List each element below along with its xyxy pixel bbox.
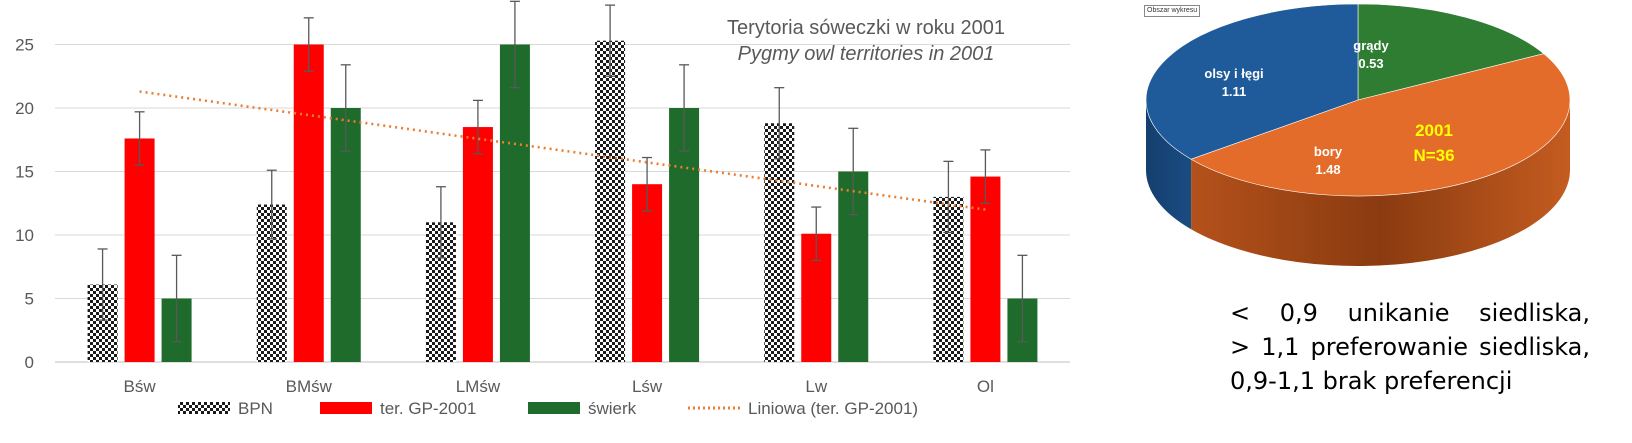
y-tick-labels: 0 5 10 15 20 25 (15, 36, 34, 373)
bar-gp2001 (462, 127, 493, 362)
pie-center-count: N=36 (1413, 146, 1454, 165)
y-tick-label: 25 (15, 36, 34, 55)
error-bar (97, 248, 108, 321)
pie-value-olsy: 1.11 (1222, 84, 1247, 99)
error-bar (811, 206, 822, 262)
category-label: BMśw (286, 377, 333, 396)
gridlines (55, 44, 1070, 363)
legend-label-gp2001: ter. GP-2001 (380, 399, 476, 418)
error-bar (303, 17, 314, 72)
pie-value-grady: 0.53 (1358, 56, 1383, 71)
pie-center-year: 2001 (1415, 121, 1453, 140)
bar-bpn (595, 40, 626, 362)
error-bar (642, 156, 653, 212)
legend-label-bpn: BPN (238, 399, 273, 418)
chart-title: Terytoria sóweczki w roku 2001 (727, 17, 1005, 39)
pie-slice-olsy (1145, 3, 1359, 160)
trendline (139, 90, 986, 211)
error-bar (171, 254, 182, 343)
legend-swatch-gp2001 (320, 402, 372, 414)
error-bar (435, 186, 446, 259)
legend: BPN ter. GP-2001 świerk Liniowa (ter. GP… (178, 399, 918, 418)
pie-slice-bory-side (1191, 100, 1570, 266)
error-bar (340, 64, 351, 152)
error-bar (266, 169, 277, 240)
note-line-3: 0,9-1,1 brak preferencji (1230, 367, 1513, 395)
pie-sides (1146, 100, 1570, 266)
legend-swatch-bpn (178, 402, 230, 414)
pie-label-bory: bory (1314, 144, 1343, 159)
note-line-1: < 0,9 unikanie siedliska, (1230, 299, 1590, 327)
bar-chart: 0 5 10 15 20 25 Bśw BMśw LMśw Lśw Lw Ol Terytoria … (15, 0, 1070, 418)
category-label: Lśw (632, 377, 663, 396)
legend-label-swierk: świerk (588, 399, 637, 418)
y-tick-label: 15 (15, 163, 34, 182)
error-bar (472, 99, 483, 155)
pie-label-olsy: olsy i łęgi (1204, 66, 1263, 81)
bar-gp2001 (632, 184, 663, 362)
legend-label-trend: Liniowa (ter. GP-2001) (748, 399, 918, 418)
error-bar (1017, 254, 1028, 343)
pie-value-bory: 1.48 (1315, 162, 1340, 177)
error-bars (97, 0, 1028, 343)
pie-slice-grady (1357, 3, 1545, 101)
bar-swierk (499, 44, 530, 362)
category-label: Ol (977, 377, 994, 396)
error-bar (134, 111, 145, 166)
category-label: LMśw (456, 377, 501, 396)
error-bar (980, 149, 991, 204)
trendline-gp2001 (139, 90, 986, 211)
pie-chart: grądy 0.53 bory 1.48 olsy i łęgi 1.11 20… (1145, 3, 1570, 266)
bar-gp2001 (293, 44, 324, 362)
error-bar (605, 4, 616, 77)
category-label: Lw (805, 377, 827, 396)
chart-subtitle: Pygmy owl territories in 2001 (738, 43, 995, 65)
error-bar (943, 160, 954, 234)
pie-slice-olsy-side (1146, 100, 1192, 230)
note-line-2: > 1,1 preferowanie siedliska, (1230, 333, 1590, 361)
pie-slice-bory (1190, 53, 1570, 197)
legend-swatch-swierk (528, 402, 580, 414)
pie-label-grady: grądy (1353, 38, 1389, 53)
bar-gp2001 (970, 176, 1001, 362)
chart-area-tag: Obszar wykresu (1144, 5, 1201, 17)
bar-bpn (764, 123, 795, 363)
error-bar (509, 0, 520, 89)
y-tick-label: 10 (15, 226, 34, 245)
y-tick-label: 0 (25, 353, 34, 372)
category-label: Bśw (124, 377, 157, 396)
y-tick-label: 20 (15, 99, 34, 118)
y-tick-label: 5 (25, 290, 34, 309)
bars (87, 40, 1038, 363)
error-bar (679, 64, 690, 152)
bar-gp2001 (124, 138, 155, 362)
error-bar (774, 87, 785, 160)
category-labels: Bśw BMśw LMśw Lśw Lw Ol (124, 377, 994, 396)
error-bar (848, 127, 859, 216)
pie-slices (1145, 3, 1570, 197)
